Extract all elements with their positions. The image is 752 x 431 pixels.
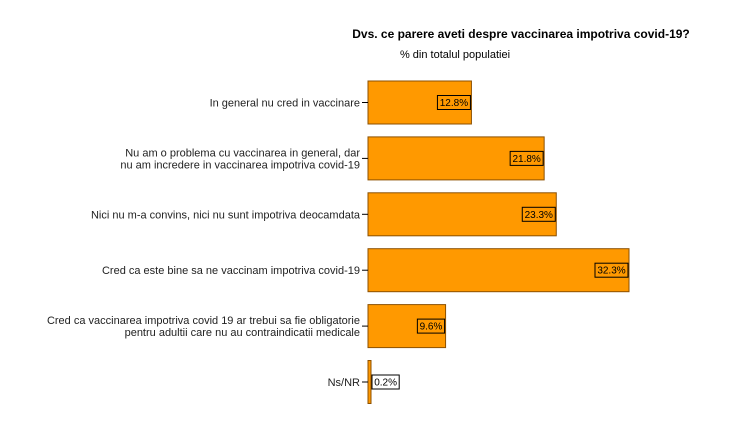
data-label-4: 9.6% [420, 322, 443, 333]
bar-3 [367, 248, 630, 293]
data-label-box-2 [521, 206, 556, 222]
bar-0 [367, 80, 472, 125]
category-label-0-0: In general nu cred in vaccinare [210, 98, 360, 110]
data-label-box-5 [371, 374, 400, 390]
category-label-4-0: Cred ca vaccinarea impotriva covid 19 ar… [47, 315, 360, 327]
category-label-2-0: Nici nu m-a convins, nici nu sunt impotr… [91, 209, 361, 221]
data-label-0: 12.8% [440, 98, 468, 109]
data-label-box-3 [594, 262, 629, 278]
chart-subtitle: % din totalul populatiei [400, 49, 510, 61]
data-label-3: 32.3% [597, 266, 625, 277]
data-label-box-0 [436, 95, 471, 110]
category-label-1-1: nu am incredere in vaccinarea impotriva … [120, 159, 360, 171]
category-label-3-0: Cred ca este bine sa ne vaccinam impotri… [102, 265, 360, 277]
data-label-box-1 [509, 150, 544, 166]
data-label-1: 21.8% [512, 154, 540, 165]
data-label-5: 0.2% [374, 378, 397, 389]
data-label-box-4 [416, 318, 446, 334]
bar-4 [367, 304, 447, 349]
chart-title: Dvs. ce parere aveti despre vaccinarea i… [352, 27, 690, 41]
category-label-4-1: pentru adultii care nu au contraindicati… [125, 327, 360, 339]
bars-group: In general nu cred in vaccinare 12.8% Nu a… [47, 80, 630, 404]
bar-1 [367, 136, 545, 181]
bar-2 [367, 192, 557, 237]
category-label-1-0: Nu am o problema cu vaccinarea in genera… [125, 147, 360, 159]
category-label-5-0: Ns/NR [328, 377, 360, 389]
bar-5 [367, 360, 372, 404]
data-label-2: 23.3% [525, 210, 553, 221]
